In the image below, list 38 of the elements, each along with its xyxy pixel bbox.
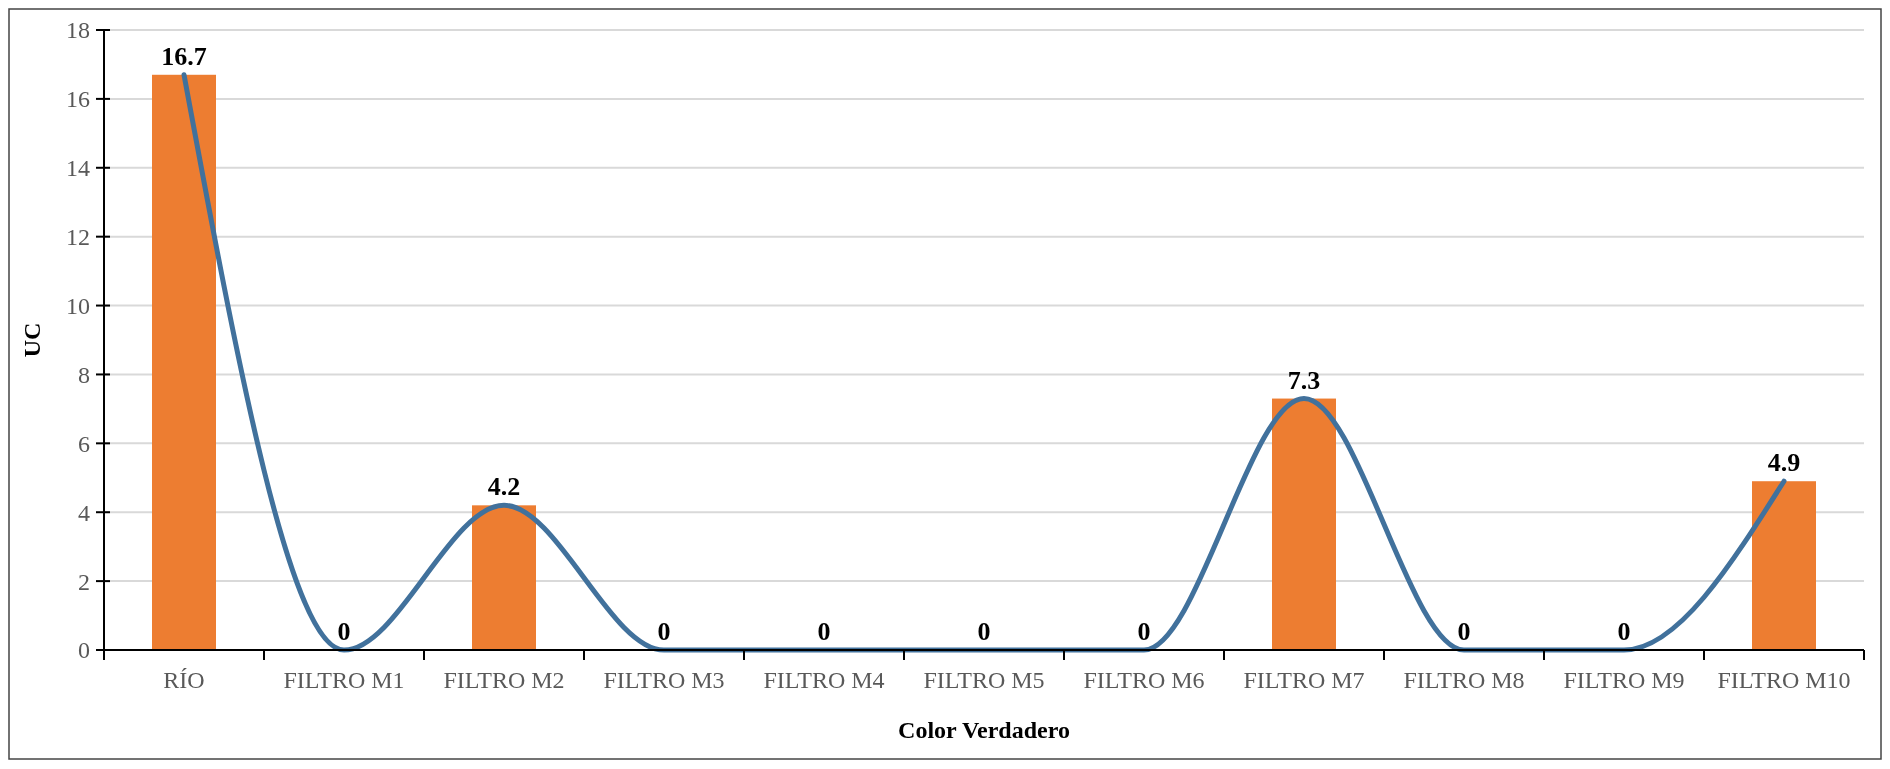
y-tick-label: 10 <box>66 292 90 319</box>
data-label: 7.3 <box>1287 365 1321 395</box>
data-label: 16.7 <box>161 41 207 71</box>
data-label: 0 <box>977 617 991 646</box>
data-label: 0 <box>337 617 351 646</box>
x-tick-label: FILTRO M3 <box>603 667 725 693</box>
data-label: 0 <box>657 617 671 646</box>
bar <box>472 505 536 650</box>
x-tick-label: FILTRO M4 <box>763 667 885 693</box>
y-tick-label: 18 <box>66 17 90 44</box>
y-tick-label: 6 <box>78 430 90 457</box>
data-label: 0 <box>1457 617 1471 646</box>
data-label: 0 <box>817 617 831 646</box>
data-label: 4.9 <box>1767 448 1801 478</box>
data-label: 0 <box>1137 617 1151 646</box>
x-tick-label: FILTRO M6 <box>1083 667 1205 693</box>
y-tick-label: 12 <box>66 224 90 251</box>
bar <box>1272 398 1336 650</box>
y-tick-label: 4 <box>78 499 90 526</box>
y-tick-label: 2 <box>78 568 90 595</box>
data-label: 4.2 <box>487 472 521 502</box>
y-tick-label: 0 <box>78 637 90 664</box>
x-tick-label: FILTRO M7 <box>1243 667 1365 693</box>
y-axis-title: UC <box>19 322 45 358</box>
x-tick-label: FILTRO M5 <box>923 667 1045 693</box>
y-tick-label: 16 <box>66 86 90 113</box>
data-label: 0 <box>1617 617 1631 646</box>
bar <box>1752 481 1816 650</box>
y-tick-label: 8 <box>78 361 90 388</box>
x-tick-label: FILTRO M10 <box>1717 667 1851 693</box>
bar <box>152 74 216 650</box>
x-axis-title: Color Verdadero <box>898 717 1070 743</box>
x-tick-label: FILTRO M2 <box>443 667 565 693</box>
x-tick-label: RÍO <box>163 667 205 693</box>
x-tick-label: FILTRO M9 <box>1563 667 1685 693</box>
x-tick-label: FILTRO M8 <box>1403 667 1525 693</box>
y-tick-label: 14 <box>66 155 90 182</box>
x-tick-label: FILTRO M1 <box>283 667 405 693</box>
